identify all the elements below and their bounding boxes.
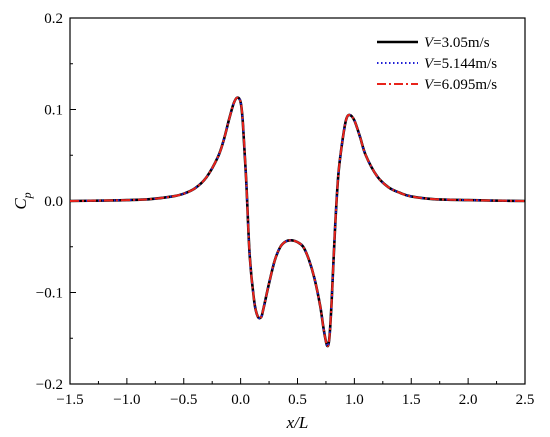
legend-label-3: V=6.095m/s xyxy=(424,77,497,93)
x-tick-label: 1.5 xyxy=(402,392,421,408)
x-tick-label: −1.0 xyxy=(113,392,140,408)
y-tick-label: −0.2 xyxy=(36,377,63,393)
x-tick-label: −0.5 xyxy=(170,392,197,408)
x-tick-label: −1.5 xyxy=(56,392,83,408)
y-axis-title: Cp xyxy=(11,192,34,209)
x-tick-label: 0.0 xyxy=(231,392,250,408)
series-line-1 xyxy=(69,96,526,348)
x-tick-label: 1.0 xyxy=(345,392,364,408)
axis-tick-labels: −1.5 −1.0 −0.5 0.0 0.5 1.0 1.5 2.0 2.5 −0.2 −0.1 0.… xyxy=(36,11,535,408)
x-tick-label: 0.5 xyxy=(288,392,307,408)
x-tick-label: 2.5 xyxy=(516,392,535,408)
y-tick-label: −0.1 xyxy=(36,286,63,302)
legend-label-1: V=3.05m/s xyxy=(424,35,490,51)
y-axis-title-subscript: p xyxy=(20,192,34,199)
y-tick-label: 0.1 xyxy=(44,103,63,119)
x-tick-label: 2.0 xyxy=(459,392,478,408)
series-line-3 xyxy=(69,96,526,348)
series-line-2 xyxy=(69,96,526,348)
y-tick-label: 0.0 xyxy=(44,194,63,210)
x-axis-title: x/L xyxy=(286,413,309,432)
y-axis-title-main: C xyxy=(11,198,30,210)
svg-text:Cp: Cp xyxy=(11,192,34,209)
y-tick-label: 0.2 xyxy=(44,11,63,27)
legend: V=3.05m/s V=5.144m/s V=6.095m/s xyxy=(377,35,497,93)
series-lines xyxy=(69,96,526,348)
legend-label-2: V=5.144m/s xyxy=(424,56,497,72)
